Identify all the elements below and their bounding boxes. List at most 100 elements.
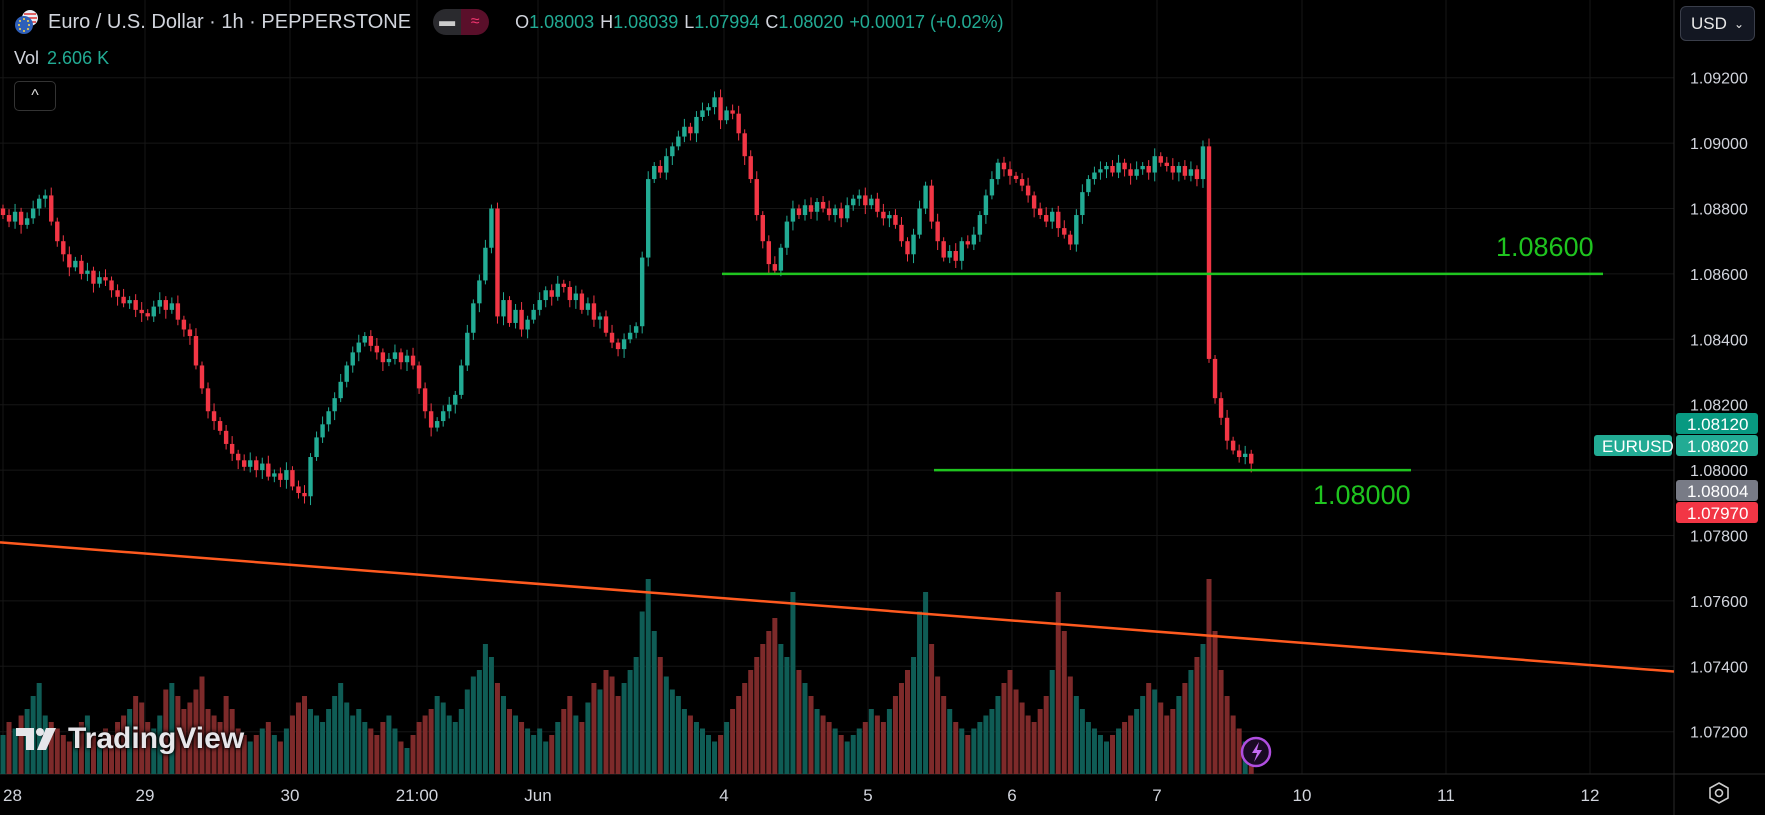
volume-bar xyxy=(253,735,259,774)
volume-bar xyxy=(1158,702,1164,774)
candle-body xyxy=(646,179,651,258)
volume-bar xyxy=(983,715,989,774)
candle-body xyxy=(49,195,54,222)
price-tick-label: 1.07200 xyxy=(1690,725,1748,742)
candle-body xyxy=(603,316,609,333)
time-tick-label: 5 xyxy=(863,786,872,805)
currency-value: USD xyxy=(1691,13,1727,33)
candle-body xyxy=(615,342,621,350)
candle-body xyxy=(1025,185,1031,196)
candle-body xyxy=(989,179,995,196)
volume-bar xyxy=(356,709,362,774)
time-tick-label: 28 xyxy=(3,786,22,805)
volume-bar xyxy=(115,722,121,774)
candle-body xyxy=(1146,165,1151,173)
volume-bar xyxy=(1188,670,1194,774)
volume-bar xyxy=(103,728,109,774)
candle-body xyxy=(597,316,603,320)
volume-bar xyxy=(440,702,446,774)
volume-bar xyxy=(458,709,464,774)
volume-bar xyxy=(169,683,175,774)
tradingview-watermark[interactable]: TradingView xyxy=(16,722,244,756)
candle-body xyxy=(1110,165,1115,173)
settings-icon[interactable] xyxy=(1708,782,1730,804)
lightning-icon[interactable] xyxy=(1240,736,1272,768)
volume-bar xyxy=(259,728,265,774)
approx-icon[interactable]: ≈ xyxy=(461,9,490,35)
candle-body xyxy=(838,208,844,219)
volume-bar xyxy=(66,741,72,774)
candle-body xyxy=(923,185,928,209)
price-label-text: 1.08004 xyxy=(1687,482,1748,501)
currency-select[interactable]: USD ⌄ xyxy=(1680,6,1755,41)
candle-body xyxy=(18,211,24,225)
volume-bar xyxy=(929,644,935,774)
candle-body xyxy=(163,300,169,310)
candle-body xyxy=(278,473,283,480)
volume-bar xyxy=(989,709,995,774)
candle-body xyxy=(1249,453,1254,464)
volume-bar xyxy=(1212,631,1218,774)
time-tick-label: 7 xyxy=(1152,786,1161,805)
candle-body xyxy=(1194,169,1200,180)
candle-body xyxy=(549,290,554,297)
candle-body xyxy=(332,398,337,412)
candle-body xyxy=(416,365,422,389)
volume-bar xyxy=(663,676,669,774)
volume-bar xyxy=(892,696,898,774)
candle-body xyxy=(1140,165,1145,170)
symbol-tag-text: EURUSD xyxy=(1602,437,1674,456)
volume-bar xyxy=(905,670,910,774)
volume-value: 2.606 K xyxy=(47,48,110,68)
volume-bar xyxy=(507,709,513,774)
symbol-title[interactable]: Euro / U.S. Dollar · 1h · PEPPERSTONE xyxy=(48,10,412,33)
candle-body xyxy=(193,336,199,366)
collapse-legend-button[interactable]: ^ xyxy=(14,81,56,111)
candle-body xyxy=(579,293,585,310)
candle-body xyxy=(36,198,42,209)
candle-body xyxy=(1164,162,1169,166)
candle-body xyxy=(525,319,530,330)
time-tick-label: Jun xyxy=(524,786,551,805)
volume-bar xyxy=(856,728,862,774)
candle-body xyxy=(0,208,6,216)
volume-bar xyxy=(96,741,102,774)
candle-body xyxy=(567,286,573,301)
volume-bar xyxy=(549,735,555,774)
candle-body xyxy=(260,463,265,471)
candle-body xyxy=(1104,165,1109,170)
candle-body xyxy=(326,411,331,425)
volume-bar xyxy=(513,715,519,774)
volume-bar xyxy=(1007,670,1013,774)
volume-bar xyxy=(223,696,229,774)
candle-body xyxy=(229,443,235,454)
volume-bar xyxy=(687,715,693,774)
chevron-up-icon: ^ xyxy=(31,87,39,104)
time-tick-label: 11 xyxy=(1437,786,1455,805)
volume-bar xyxy=(18,715,24,774)
candle-body xyxy=(1086,179,1091,193)
candle-body xyxy=(1218,398,1224,418)
candle-body xyxy=(1242,453,1248,458)
volume-bar xyxy=(1031,722,1037,774)
candle-body xyxy=(43,195,48,199)
volume-bar xyxy=(651,631,657,774)
candle-body xyxy=(465,332,470,366)
volume-bar xyxy=(482,644,488,774)
candle-body xyxy=(1043,215,1049,222)
price-tick-label: 1.08400 xyxy=(1690,332,1748,349)
time-tick-label: 4 xyxy=(719,786,728,805)
candle-body xyxy=(133,300,138,310)
candle-body xyxy=(471,303,476,333)
candle-body xyxy=(905,241,910,255)
trendline xyxy=(0,541,1675,673)
candle-body xyxy=(700,110,705,117)
chart-mode-toggle[interactable]: ▬ ≈ xyxy=(433,9,490,35)
candle-body xyxy=(730,110,735,114)
volume-bar xyxy=(386,715,392,774)
candle-body xyxy=(658,165,663,173)
candle-body xyxy=(869,198,874,206)
bar-icon[interactable]: ▬ xyxy=(433,9,462,35)
volume-bar xyxy=(947,709,953,774)
